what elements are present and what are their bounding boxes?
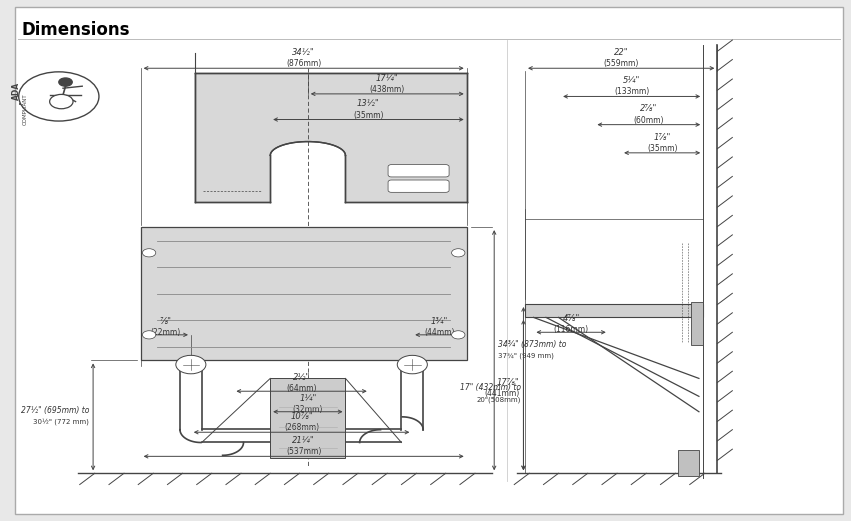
- Text: 4⅞": 4⅞": [563, 314, 580, 323]
- Text: (60mm): (60mm): [633, 116, 664, 125]
- FancyBboxPatch shape: [388, 165, 449, 177]
- FancyBboxPatch shape: [15, 7, 842, 514]
- Text: 30½" (772 mm): 30½" (772 mm): [33, 418, 89, 425]
- Text: (876mm): (876mm): [286, 59, 322, 68]
- Text: (268mm): (268mm): [284, 423, 319, 432]
- Text: (64mm): (64mm): [286, 384, 317, 393]
- Text: 10⅞": 10⅞": [290, 412, 313, 421]
- Text: 20"(508mm): 20"(508mm): [477, 397, 521, 403]
- Text: 27½" (695mm) to: 27½" (695mm) to: [20, 406, 89, 415]
- Text: (44mm): (44mm): [424, 328, 454, 337]
- Text: (537mm): (537mm): [286, 448, 322, 456]
- Text: 37¾" (949 mm): 37¾" (949 mm): [499, 352, 554, 358]
- Text: 1¼": 1¼": [300, 393, 317, 403]
- Text: 1¾": 1¾": [431, 317, 448, 326]
- Circle shape: [176, 355, 206, 374]
- FancyBboxPatch shape: [525, 304, 703, 317]
- Circle shape: [142, 331, 156, 339]
- Text: •: •: [18, 100, 24, 104]
- FancyBboxPatch shape: [690, 302, 703, 345]
- Text: 34¾" (873mm) to: 34¾" (873mm) to: [499, 340, 567, 349]
- Text: 21¼": 21¼": [292, 436, 315, 445]
- Text: (438mm): (438mm): [369, 85, 405, 94]
- Text: (559mm): (559mm): [603, 59, 639, 68]
- Circle shape: [452, 249, 465, 257]
- Text: 17⅞": 17⅞": [496, 378, 519, 387]
- Text: Dimensions: Dimensions: [21, 20, 129, 39]
- Circle shape: [452, 331, 465, 339]
- FancyBboxPatch shape: [271, 378, 346, 458]
- FancyBboxPatch shape: [678, 450, 699, 476]
- Text: (35mm): (35mm): [353, 110, 384, 119]
- Text: ⅞": ⅞": [160, 317, 172, 326]
- Text: 1⅞": 1⅞": [654, 132, 671, 142]
- Text: 13½": 13½": [357, 99, 380, 108]
- Text: COMPLIANT: COMPLIANT: [23, 93, 28, 125]
- Circle shape: [142, 249, 156, 257]
- Text: (133mm): (133mm): [614, 88, 649, 96]
- Text: 2⅞": 2⅞": [640, 104, 658, 114]
- Text: 5¼": 5¼": [623, 76, 640, 85]
- Polygon shape: [195, 73, 466, 202]
- Text: (116mm): (116mm): [553, 325, 589, 334]
- Text: (22mm): (22mm): [151, 328, 181, 337]
- Text: 17¼": 17¼": [376, 73, 398, 83]
- Circle shape: [19, 72, 99, 121]
- Text: (35mm): (35mm): [647, 144, 677, 153]
- Text: ADA: ADA: [12, 82, 20, 101]
- FancyBboxPatch shape: [388, 180, 449, 192]
- Text: 2½": 2½": [293, 373, 311, 382]
- Circle shape: [59, 78, 72, 86]
- FancyBboxPatch shape: [140, 227, 466, 361]
- Circle shape: [397, 355, 427, 374]
- Circle shape: [49, 94, 73, 109]
- Text: 34½": 34½": [292, 48, 315, 57]
- Text: 17" (432mm) to: 17" (432mm) to: [460, 383, 521, 392]
- Text: 22": 22": [614, 48, 629, 57]
- Text: (32mm): (32mm): [293, 405, 323, 414]
- Text: (441mm): (441mm): [484, 389, 519, 398]
